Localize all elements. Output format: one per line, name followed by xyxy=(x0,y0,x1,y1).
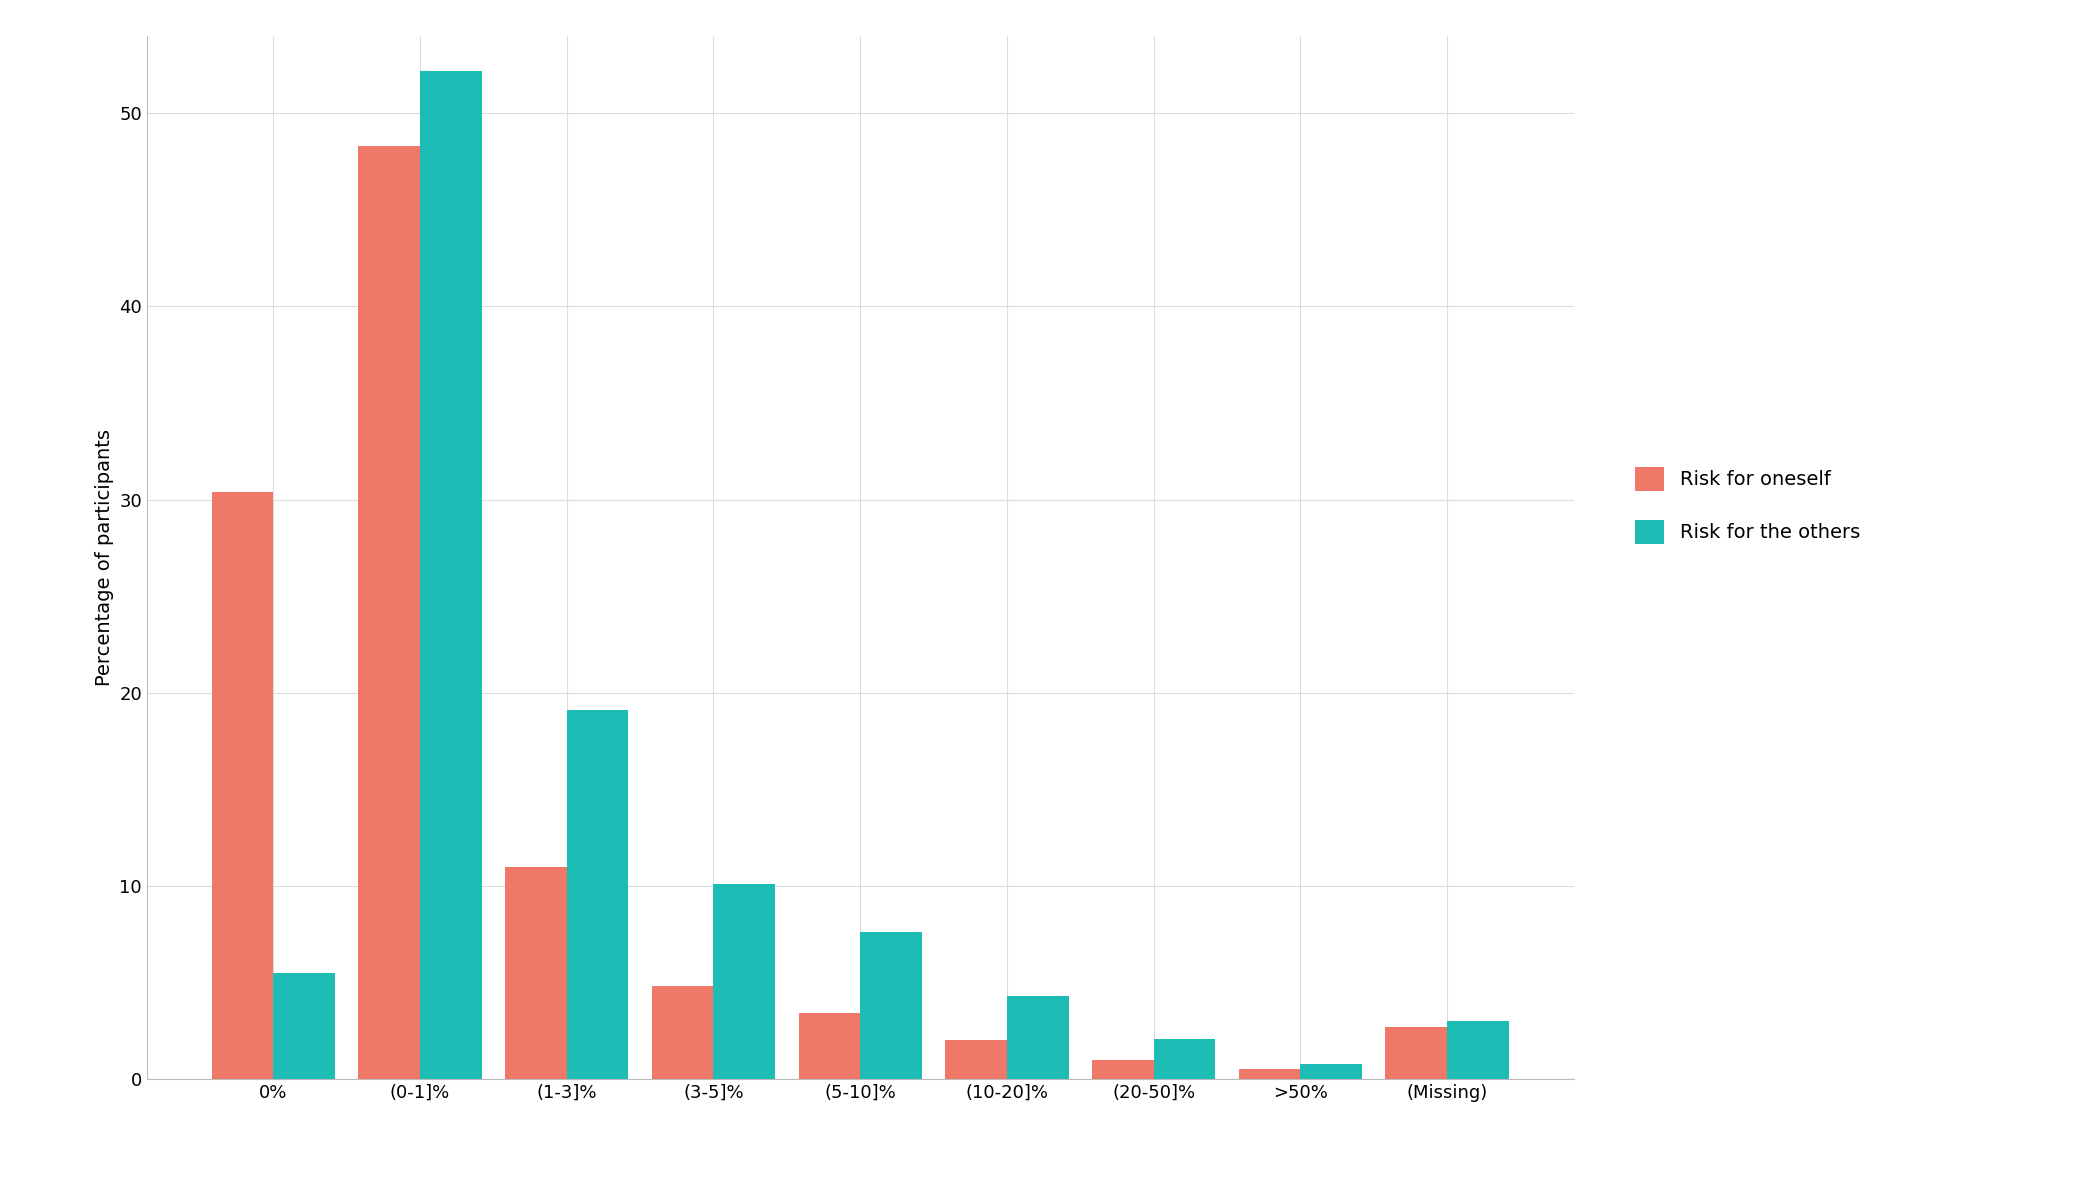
Bar xyxy=(506,867,566,1079)
Bar xyxy=(359,146,420,1079)
Bar xyxy=(713,884,774,1079)
Bar xyxy=(212,492,273,1079)
Bar xyxy=(1385,1026,1448,1079)
Bar xyxy=(1007,996,1068,1079)
Legend: Risk for oneself, Risk for the others: Risk for oneself, Risk for the others xyxy=(1611,444,1884,567)
Bar xyxy=(273,972,336,1079)
Bar xyxy=(1238,1070,1301,1079)
Bar xyxy=(420,71,483,1079)
Bar xyxy=(946,1041,1007,1079)
Bar xyxy=(652,987,713,1079)
Bar xyxy=(860,933,921,1079)
Y-axis label: Percentage of participants: Percentage of participants xyxy=(94,429,113,686)
Bar xyxy=(1091,1060,1154,1079)
Bar xyxy=(1448,1022,1508,1079)
Bar xyxy=(566,710,629,1079)
Bar xyxy=(799,1013,860,1079)
Bar xyxy=(1301,1064,1362,1079)
Bar xyxy=(1154,1038,1215,1079)
